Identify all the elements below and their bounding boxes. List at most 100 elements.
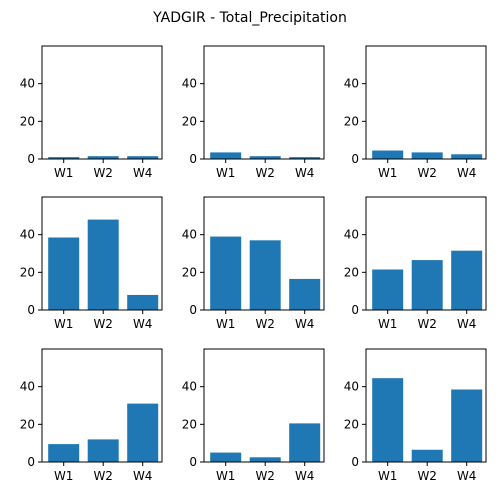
- y-tick-label: 20: [344, 417, 359, 431]
- subplot-7: W1 W2 W4 0 20 40: [20, 348, 163, 483]
- bar-w4: [451, 250, 483, 310]
- y-tick-label: 0: [27, 455, 35, 469]
- x-tick-label: W2: [417, 317, 437, 331]
- x-tick-label: W1: [216, 469, 236, 483]
- y-tick-label: 40: [182, 77, 197, 91]
- bar-w1: [210, 236, 242, 310]
- y-tick-label: 0: [351, 303, 359, 317]
- x-tick-label: W1: [378, 469, 398, 483]
- y-tick-label: 0: [189, 455, 197, 469]
- bar-w2: [249, 240, 281, 310]
- bar-w2: [249, 156, 281, 159]
- y-tick-label: 40: [344, 380, 359, 394]
- axes-frame: [365, 45, 487, 160]
- axes-frame: [365, 196, 487, 311]
- subplot-6: W1 W2 W4 0 20 40: [344, 196, 487, 331]
- x-tick-label: W1: [54, 317, 74, 331]
- y-tick-label: 0: [27, 303, 35, 317]
- y-tick-label: 40: [344, 228, 359, 242]
- x-tick-label: W4: [133, 469, 153, 483]
- x-tick-label: W4: [133, 317, 153, 331]
- bar-w2: [87, 439, 119, 462]
- y-tick-label: 0: [351, 455, 359, 469]
- bar-w1: [48, 444, 80, 462]
- bar-w4: [127, 294, 159, 310]
- y-tick-label: 40: [20, 77, 35, 91]
- y-tick-label: 20: [182, 417, 197, 431]
- y-tick-label: 40: [20, 380, 35, 394]
- y-tick-label: 0: [351, 152, 359, 166]
- subplot-9: W1 W2 W4 0 20 40: [344, 348, 487, 483]
- x-tick-label: W1: [216, 317, 236, 331]
- x-tick-label: W1: [378, 317, 398, 331]
- y-tick-label: 20: [20, 114, 35, 128]
- subplot-grid: W1 W2 W4 0 20 40 W1 W2 W4 0 20 40 W1 W2 W4 0 20 40 W1 W2 W4 0…: [20, 45, 487, 483]
- x-tick-label: W4: [457, 166, 477, 180]
- x-tick-label: W2: [93, 317, 113, 331]
- bar-w1: [48, 157, 80, 159]
- x-tick-label: W4: [295, 469, 315, 483]
- x-tick-label: W4: [457, 317, 477, 331]
- y-tick-label: 20: [182, 265, 197, 279]
- x-tick-label: W2: [93, 166, 113, 180]
- bar-w1: [372, 150, 404, 159]
- x-tick-label: W2: [255, 166, 275, 180]
- y-tick-label: 0: [189, 303, 197, 317]
- y-tick-label: 40: [344, 77, 359, 91]
- y-tick-label: 0: [27, 152, 35, 166]
- subplot-2: W1 W2 W4 0 20 40: [182, 45, 325, 180]
- bar-w4: [451, 154, 483, 159]
- y-tick-label: 40: [182, 228, 197, 242]
- y-tick-label: 20: [182, 114, 197, 128]
- bar-w4: [289, 423, 321, 462]
- axes-frame: [365, 348, 487, 463]
- y-tick-label: 40: [20, 228, 35, 242]
- bar-w4: [127, 156, 159, 159]
- bar-w1: [210, 452, 242, 462]
- subplot-5: W1 W2 W4 0 20 40: [182, 196, 325, 331]
- x-tick-label: W1: [54, 469, 74, 483]
- x-tick-label: W1: [216, 166, 236, 180]
- subplot-8: W1 W2 W4 0 20 40: [182, 348, 325, 483]
- y-tick-label: 20: [20, 417, 35, 431]
- axes-frame: [203, 348, 325, 463]
- x-tick-label: W2: [255, 469, 275, 483]
- y-tick-label: 40: [182, 380, 197, 394]
- bar-w4: [127, 403, 159, 462]
- x-tick-label: W4: [295, 166, 315, 180]
- axes-frame: [41, 45, 163, 160]
- bar-w1: [48, 237, 80, 310]
- bar-w2: [249, 457, 281, 462]
- axes-frame: [41, 196, 163, 311]
- x-tick-label: W2: [417, 469, 437, 483]
- x-tick-label: W1: [378, 166, 398, 180]
- subplot-4: W1 W2 W4 0 20 40: [20, 196, 163, 331]
- figure-title: YADGIR - Total_Precipitation: [152, 10, 347, 26]
- axes-frame: [203, 196, 325, 311]
- x-tick-label: W4: [133, 166, 153, 180]
- axes-frame: [203, 45, 325, 160]
- axes-frame: [41, 348, 163, 463]
- bar-w2: [87, 219, 119, 310]
- bar-w1: [372, 269, 404, 310]
- bar-w2: [87, 156, 119, 159]
- bar-w2: [411, 260, 443, 310]
- bar-w4: [289, 278, 321, 310]
- y-tick-label: 20: [344, 114, 359, 128]
- bar-w1: [372, 378, 404, 462]
- x-tick-label: W1: [54, 166, 74, 180]
- bar-w4: [289, 157, 321, 159]
- bar-w2: [411, 152, 443, 159]
- x-tick-label: W2: [255, 317, 275, 331]
- y-tick-label: 20: [20, 265, 35, 279]
- bar-w1: [210, 152, 242, 159]
- x-tick-label: W4: [295, 317, 315, 331]
- x-tick-label: W2: [93, 469, 113, 483]
- bar-w4: [451, 389, 483, 462]
- x-tick-label: W4: [457, 469, 477, 483]
- bar-w2: [411, 449, 443, 462]
- x-tick-label: W2: [417, 166, 437, 180]
- subplot-3: W1 W2 W4 0 20 40: [344, 45, 487, 180]
- subplot-1: W1 W2 W4 0 20 40: [20, 45, 163, 180]
